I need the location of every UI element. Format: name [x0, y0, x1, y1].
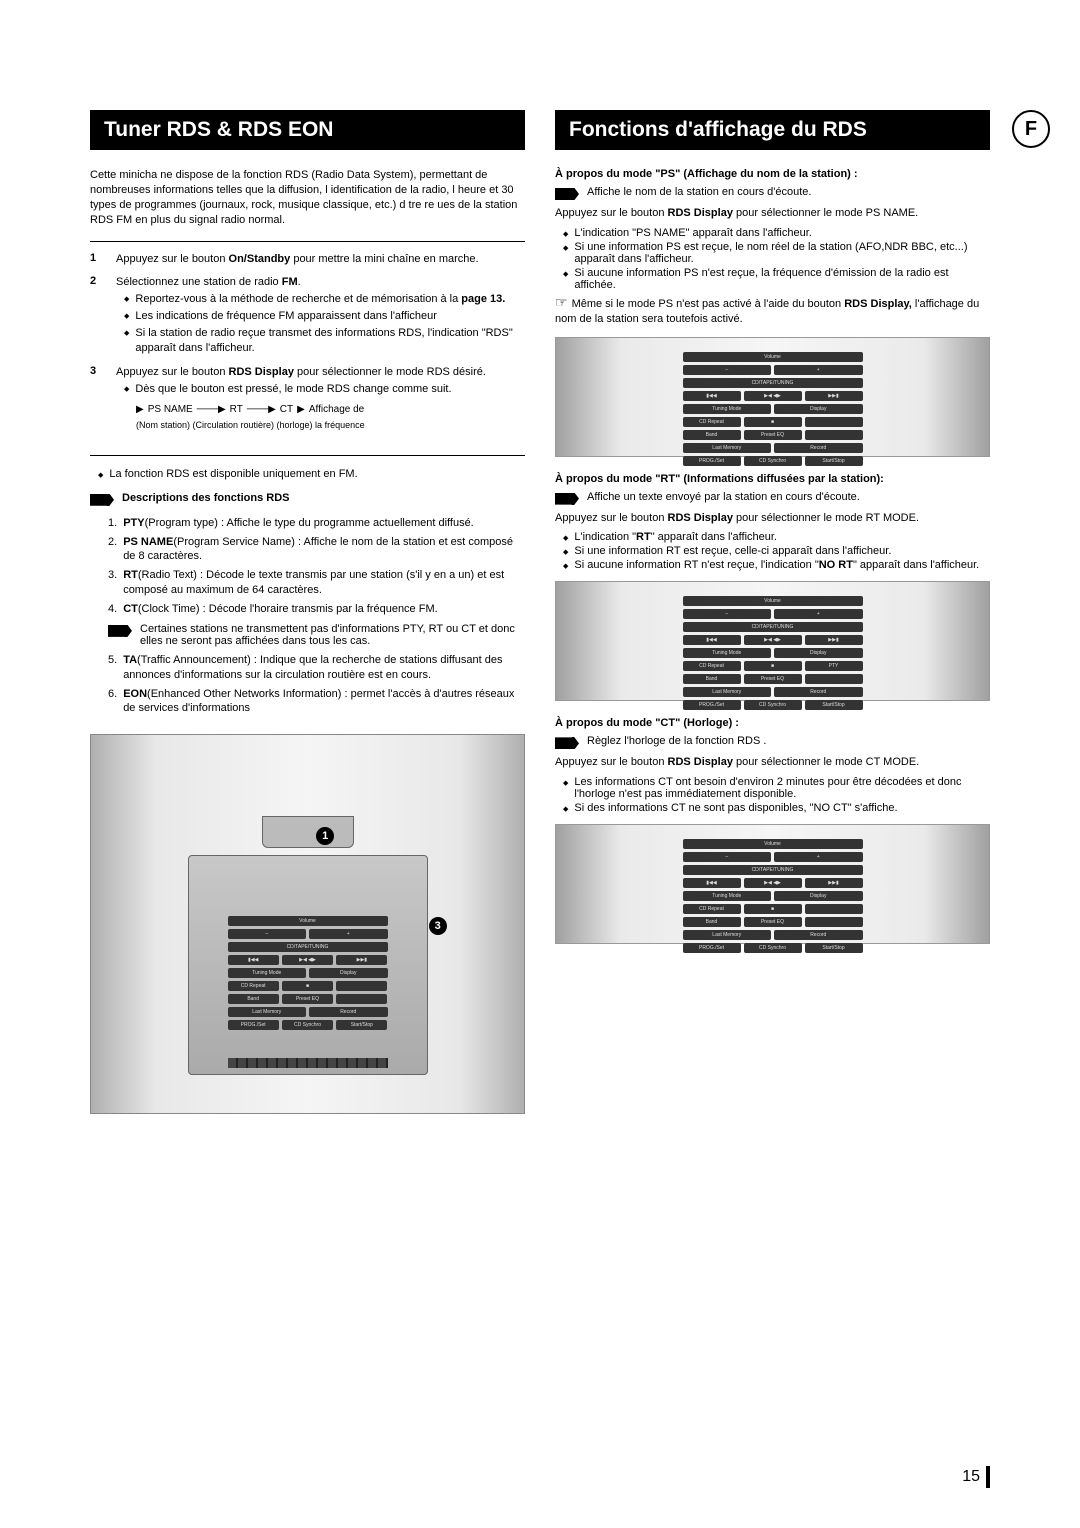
hand-icon: ☞ [555, 294, 568, 310]
arrow-icon [90, 494, 114, 506]
bullet: Si des informations CT ne sont pas dispo… [563, 802, 990, 814]
step-body: Appuyez sur le bouton RDS Display pour s… [116, 365, 525, 436]
rt-para: Appuyez sur le bouton RDS Display pour s… [555, 511, 990, 526]
ps-note: Affiche le nom de la station en cours d'… [555, 186, 990, 200]
step-2: 2 Sélectionnez une station de radio FM. … [90, 275, 525, 357]
ct-illustration: Volume –+ CD/TAPE/TUNING ▮◀◀▶◀ ◀▶▶▶▮ Tun… [555, 824, 990, 944]
step-num: 3 [90, 365, 104, 436]
fm-only-note: La fonction RDS est disponible uniquemen… [90, 468, 525, 480]
bullet: Les informations CT ont besoin d'environ… [563, 776, 990, 800]
desc-heading: Descriptions des fonctions RDS [90, 492, 525, 510]
step-body: Sélectionnez une station de radio FM. Re… [116, 275, 525, 357]
bullet: Les indications de fréquence FM apparais… [124, 309, 525, 324]
ps-title: À propos du mode "PS" (Affichage du nom … [555, 168, 990, 180]
steps-block: 1 Appuyez sur le bouton On/Standby pour … [90, 241, 525, 455]
bullet: Dès que le bouton est pressé, le mode RD… [124, 382, 525, 397]
desc-note: Certaines stations ne transmettent pas d… [108, 623, 525, 647]
ps-hand-note: ☞Même si le mode PS n'est pas activé à l… [555, 293, 990, 327]
rds-descriptions: 1.PTY(Program type) : Affiche le type du… [108, 516, 525, 617]
ct-title: À propos du mode "CT" (Horloge) : [555, 717, 990, 729]
rt-note: Affiche un texte envoyé par la station e… [555, 491, 990, 505]
rt-illustration: Volume –+ CD/TAPE/TUNING ▮◀◀▶◀ ◀▶▶▶▮ Tun… [555, 581, 990, 701]
arrow-icon [555, 737, 579, 749]
bullet: Si une information RT est reçue, celle-c… [563, 545, 990, 557]
bullet: L'indication "RT" apparaît dans l'affich… [563, 531, 990, 543]
step-body: Appuyez sur le bouton On/Standby pour me… [116, 252, 525, 267]
rds-flow: ▶PS NAME ───▶RT ───▶CT ▶Affichage de [136, 403, 525, 417]
step-num: 1 [90, 252, 104, 267]
step-3: 3 Appuyez sur le bouton RDS Display pour… [90, 365, 525, 436]
rds-flow-sub: (Nom station) (Circulation routière) (ho… [136, 419, 525, 431]
rds-descriptions-2: 5.TA(Traffic Announcement) : Indique que… [108, 653, 525, 716]
right-section-header: Fonctions d'affichage du RDS [555, 110, 990, 150]
ct-note: Règlez l'horloge de la fonction RDS . [555, 735, 990, 749]
ps-para: Appuyez sur le bouton RDS Display pour s… [555, 206, 990, 221]
left-section-header: Tuner RDS & RDS EON [90, 110, 525, 150]
bullet: Si aucune information PS n'est reçue, la… [563, 267, 990, 291]
step-1: 1 Appuyez sur le bouton On/Standby pour … [90, 252, 525, 267]
language-badge: F [1012, 110, 1050, 148]
bullet: Si une information PS est reçue, le nom … [563, 241, 990, 265]
callout-3: 3 [429, 917, 447, 935]
arrow-icon [108, 625, 132, 637]
step-num: 2 [90, 275, 104, 357]
page-number: 15 [962, 1466, 990, 1488]
left-column: Tuner RDS & RDS EON Cette minicha ne dis… [90, 110, 525, 1114]
arrow-icon [555, 493, 579, 505]
arrow-icon [555, 188, 579, 200]
bullet: Si aucune information RT n'est reçue, l'… [563, 559, 990, 571]
bullet: L'indication "PS NAME" apparaît dans l'a… [563, 227, 990, 239]
ct-para: Appuyez sur le bouton RDS Display pour s… [555, 755, 990, 770]
bullet: Reportez-vous à la méthode de recherche … [124, 292, 525, 307]
bullet: Si la station de radio reçue transmet de… [124, 326, 525, 356]
rt-title: À propos du mode "RT" (Informations diff… [555, 473, 990, 485]
ps-illustration: Volume –+ CD/TAPE/TUNING ▮◀◀▶◀ ◀▶▶▶▮ Tun… [555, 337, 990, 457]
right-column: Fonctions d'affichage du RDS F À propos … [555, 110, 990, 1114]
left-intro: Cette minicha ne dispose de la fonction … [90, 168, 525, 227]
device-illustration: Volume –+ CD/TAPE/TUNING ▮◀◀▶◀ ◀▶▶▶▮ Tun… [90, 734, 525, 1114]
